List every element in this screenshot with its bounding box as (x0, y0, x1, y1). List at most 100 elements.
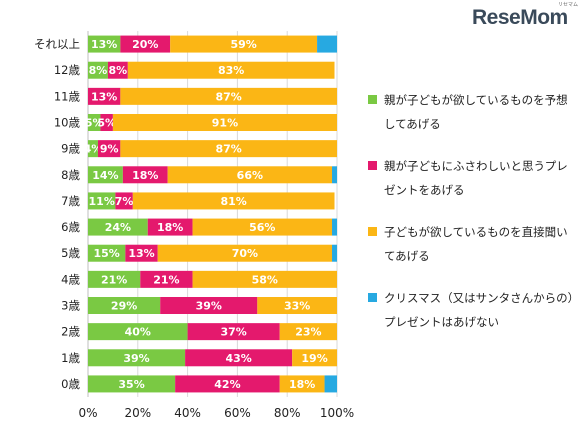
category-label: 1歳 (61, 351, 80, 365)
bar-segment (88, 270, 141, 288)
legend-label-suitable: 親が子どもにふさわしいと思うプレゼントをあげる (384, 159, 568, 197)
bar-segment (88, 218, 148, 236)
legend: 親が子どもが欲しているものを予想してあげる 親が子どもにふさわしいと思うプレゼン… (368, 88, 574, 352)
bar-segment (192, 218, 333, 236)
bar-segment (170, 35, 318, 53)
bar-segment (88, 61, 108, 79)
legend-label-no-present: クリスマス（又はサンタさんからの）プレゼントはあげない (384, 291, 574, 329)
data-label: 8% (109, 64, 128, 77)
data-label: 35% (118, 378, 144, 391)
bar-segment (125, 244, 158, 262)
bar-segment (88, 35, 121, 53)
bar-segment (100, 114, 113, 131)
category-label: それ以上 (34, 37, 80, 51)
bar-segment (107, 61, 128, 79)
data-label: 59% (230, 38, 256, 51)
data-label: 43% (225, 352, 251, 365)
data-label: 39% (123, 352, 149, 365)
bar-segment (120, 87, 338, 105)
data-label: 9% (100, 143, 119, 156)
data-label: 56% (249, 221, 275, 234)
bar-segment (185, 349, 293, 367)
bar-segment (120, 35, 171, 53)
category-label: 9歳 (61, 142, 80, 156)
data-label: 29% (111, 300, 137, 313)
data-label: 18% (157, 221, 183, 234)
legend-swatch-predict (368, 95, 377, 104)
legend-swatch-suitable (368, 161, 377, 170)
brand-logo-sub: リセマム (558, 2, 579, 8)
legend-label-predict: 親が子どもが欲しているものを予想してあげる (384, 93, 568, 131)
bar-segment (88, 297, 161, 314)
category-label: 7歳 (61, 194, 80, 208)
data-label: 37% (220, 326, 246, 339)
bar-segment (88, 192, 116, 210)
category-label: 2歳 (61, 325, 80, 339)
data-label: 33% (284, 300, 310, 313)
data-label: 4% (84, 143, 103, 156)
data-label: 66% (237, 169, 263, 182)
bar-segment (88, 244, 126, 262)
bar-segment (332, 218, 337, 236)
data-label: 70% (232, 247, 258, 260)
data-label: 87% (216, 90, 242, 103)
bar-segment (332, 244, 337, 262)
bar-segment (279, 375, 325, 393)
legend-item-ask-directly: 子どもが欲しているものを直接聞いてあげる (368, 220, 574, 268)
data-label: 24% (105, 221, 131, 234)
category-label: 11歳 (54, 89, 81, 103)
data-label: 20% (132, 38, 158, 51)
data-label: 18% (289, 378, 315, 391)
x-tick-label: 0% (78, 406, 97, 420)
category-label: 3歳 (61, 299, 80, 313)
data-label: 13% (91, 38, 117, 51)
bar-segment (192, 270, 337, 288)
data-label: 23% (295, 326, 321, 339)
legend-item-predict: 親が子どもが欲しているものを予想してあげる (368, 88, 574, 136)
x-tick-label: 20% (124, 406, 151, 420)
data-label: 14% (92, 169, 118, 182)
legend-label-ask-directly: 子どもが欲しているものを直接聞いてあげる (384, 225, 568, 263)
bar-segment (115, 192, 133, 210)
data-label: 11% (89, 195, 115, 208)
brand-logo: ReseMom (472, 6, 568, 29)
bar-segment (167, 166, 333, 184)
bar-segment (88, 114, 101, 131)
legend-swatch-ask-directly (368, 227, 377, 236)
data-label: 39% (196, 300, 222, 313)
bar-segment (147, 218, 193, 236)
legend-swatch-no-present (368, 293, 377, 302)
bar-segment (97, 140, 121, 158)
bar-segment (175, 375, 280, 393)
data-label: 13% (128, 247, 154, 260)
bar-segment (122, 166, 168, 184)
data-label: 21% (101, 273, 127, 286)
data-label: 15% (94, 247, 120, 260)
data-label: 91% (212, 117, 238, 130)
bar-segment (292, 349, 337, 367)
data-label: 87% (216, 143, 242, 156)
data-label: 5% (97, 117, 116, 130)
data-label: 83% (218, 64, 244, 77)
x-tick-label: 40% (174, 406, 201, 420)
bar-segment (324, 375, 337, 393)
data-label: 18% (132, 169, 158, 182)
bar-segment (88, 323, 188, 341)
x-tick-label: 100% (320, 406, 354, 420)
data-label: 7% (115, 195, 134, 208)
data-label: 8% (89, 64, 108, 77)
bar-segment (140, 270, 193, 288)
x-tick-label: 60% (224, 406, 251, 420)
bar-segment (120, 140, 338, 158)
bar-segment (127, 61, 335, 79)
data-label: 19% (301, 352, 327, 365)
legend-item-no-present: クリスマス（又はサンタさんからの）プレゼントはあげない (368, 286, 574, 334)
category-label: 5歳 (61, 246, 80, 260)
bar-segment (257, 297, 337, 314)
legend-item-suitable: 親が子どもにふさわしいと思うプレゼントをあげる (368, 154, 574, 202)
category-label: 10歳 (54, 116, 81, 130)
category-label: 4歳 (61, 272, 80, 286)
category-label: 12歳 (54, 63, 81, 77)
data-label: 5% (85, 117, 104, 130)
